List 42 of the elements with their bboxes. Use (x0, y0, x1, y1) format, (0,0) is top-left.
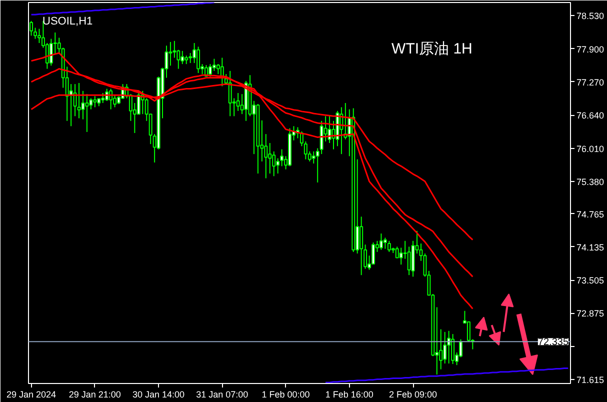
y-tick-label: 76.010 (576, 144, 604, 154)
candlestick (451, 334, 455, 365)
y-tick-label: 74.765 (576, 209, 604, 220)
candlestick (73, 84, 77, 117)
candlestick (168, 41, 172, 66)
y-tick-label: 77.270 (576, 77, 604, 88)
candlestick (77, 82, 81, 119)
candlestick (212, 58, 216, 72)
candlestick (379, 233, 383, 250)
y-tick-label: 71.615 (576, 375, 604, 386)
candlestick (447, 330, 451, 364)
candlestick (320, 120, 324, 155)
candlestick (236, 92, 240, 112)
y-tick-label: 78.530 (576, 11, 604, 22)
candlestick (407, 246, 411, 276)
candlestick (188, 52, 192, 64)
candlestick (276, 158, 280, 174)
x-tick-label: 31 Jan 07:00 (196, 390, 248, 400)
text: USOIL,H1 (42, 16, 93, 28)
candlestick (85, 94, 89, 132)
candlestick (196, 46, 200, 74)
y-tick-label: 74.135 (576, 242, 604, 252)
candlestick (180, 50, 184, 65)
y-tick-label: 76.640 (576, 110, 604, 121)
y-tick-label: 77.900 (576, 44, 604, 54)
candlestick (228, 70, 232, 117)
candlestick (383, 237, 387, 250)
x-tick-label: 1 Feb 00:00 (262, 390, 310, 400)
candlestick (101, 92, 105, 104)
y-tick-label: 73.505 (576, 276, 604, 286)
x-tick-label: 29 Jan 21:00 (68, 390, 121, 400)
x-tick-label: 1 Feb 16:00 (325, 390, 374, 400)
candlestick (93, 96, 97, 108)
annotation: WTI原油 1H (392, 40, 472, 58)
x-tick-label: 2 Feb 09:00 (389, 390, 438, 400)
x-tick-label: 29 Jan 2024 (6, 390, 56, 400)
candlestick (360, 216, 364, 276)
x-tick-label: 30 Jan 14:00 (132, 390, 185, 400)
y-tick-label: 75.380 (576, 176, 604, 187)
y-tick-label: 72.875 (576, 308, 604, 319)
line-series (30, 2, 215, 16)
candlestick (387, 240, 391, 252)
